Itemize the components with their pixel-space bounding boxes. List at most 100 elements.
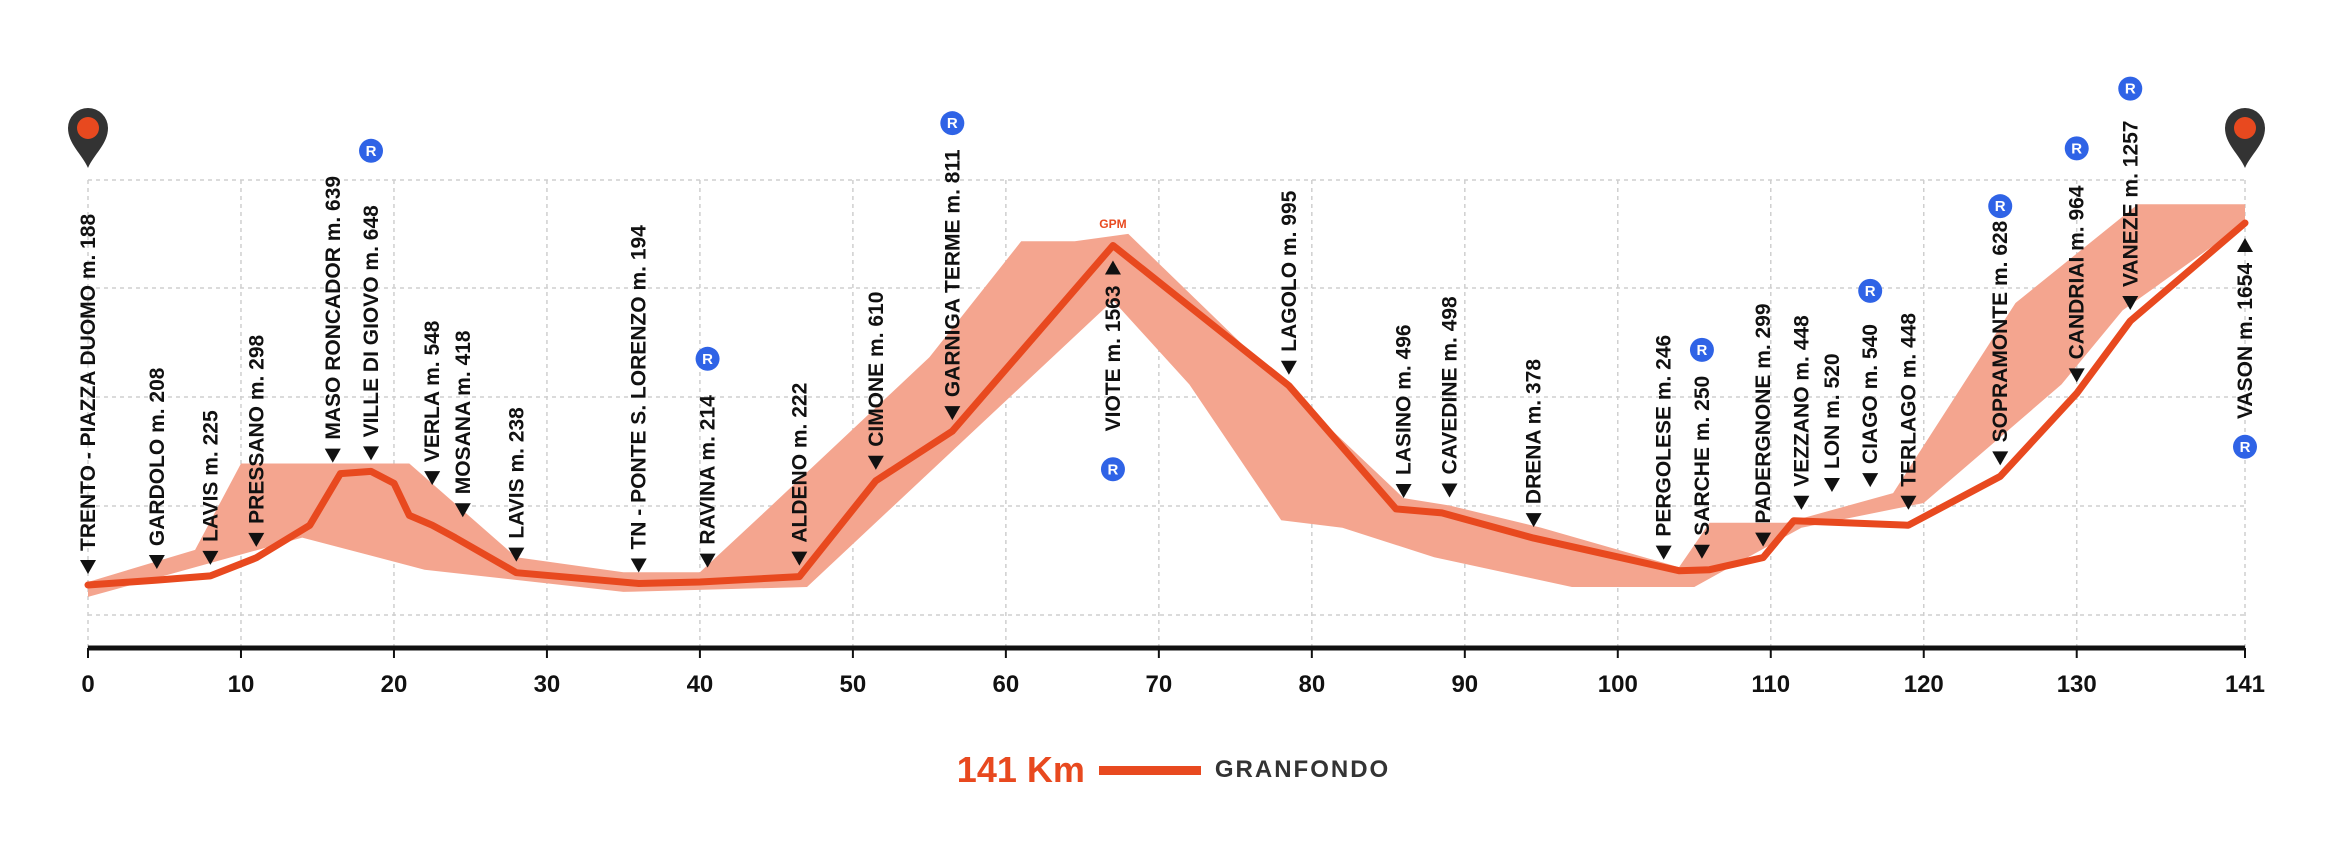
waypoint-marker-down bbox=[2122, 296, 2139, 311]
refreshment-badge: R bbox=[1689, 337, 1714, 362]
waypoint: PADERGNONE m. 299 bbox=[1752, 303, 1775, 547]
waypoint-marker-down bbox=[2068, 368, 2085, 383]
waypoint: CAVEDINE m. 498 bbox=[1439, 296, 1462, 498]
waypoint-label: LON m. 520 bbox=[1821, 353, 1844, 469]
band-layer bbox=[88, 204, 2245, 597]
start-pin-icon bbox=[68, 108, 108, 168]
svg-text:R: R bbox=[1108, 461, 1119, 478]
legend: 141 Km GRANFONDO bbox=[0, 740, 2347, 800]
waypoint-label: CAVEDINE m. 498 bbox=[1439, 296, 1462, 474]
refreshment-badge: R bbox=[1858, 278, 1883, 303]
x-tick-label: 20 bbox=[381, 671, 408, 698]
finish-pin-icon bbox=[2225, 108, 2265, 168]
x-tick-label: 30 bbox=[534, 671, 561, 698]
waypoint: VIOTE m. 1563 R bbox=[1100, 260, 1125, 482]
waypoint: VILLE DI GIOVO m. 648 R bbox=[359, 138, 384, 461]
waypoint-marker-down bbox=[1525, 513, 1542, 528]
svg-text:R: R bbox=[947, 115, 958, 132]
waypoint: TRENTO - PIAZZA DUOMO m. 188 bbox=[77, 213, 100, 574]
legend-distance: 141 Km bbox=[956, 749, 1085, 790]
refreshment-badge: R bbox=[2064, 136, 2089, 161]
waypoint-marker-down bbox=[1693, 544, 1710, 559]
waypoint: MOSANA m. 418 bbox=[452, 330, 475, 518]
waypoint-marker-down bbox=[1280, 360, 1297, 375]
waypoint-label: PADERGNONE m. 299 bbox=[1752, 303, 1775, 523]
waypoint: PRESSANO m. 298 bbox=[245, 334, 268, 547]
series-line-granfondo bbox=[84, 219, 2249, 589]
x-tick-label: 90 bbox=[1451, 671, 1478, 698]
waypoint-label: VERLA m. 548 bbox=[421, 320, 444, 462]
waypoint-label: TRENTO - PIAZZA DUOMO m. 188 bbox=[77, 213, 100, 551]
refreshment-badge: R bbox=[695, 346, 720, 371]
waypoint: MASO RONCADOR m. 639 bbox=[322, 176, 345, 463]
waypoint-marker-down bbox=[699, 553, 716, 568]
waypoint-label: LAGOLO m. 995 bbox=[1278, 190, 1301, 351]
waypoint: VEZZANO m. 448 bbox=[1790, 315, 1813, 510]
waypoint-marker-down bbox=[508, 547, 525, 562]
waypoint-marker-down bbox=[791, 551, 808, 566]
svg-text:R: R bbox=[702, 351, 713, 368]
waypoint: VASON m. 1654 R bbox=[2233, 238, 2257, 459]
waypoint: PERGOLESE m. 246 bbox=[1653, 335, 1676, 560]
x-tick-label: 60 bbox=[993, 671, 1020, 698]
waypoint-label: CIAGO m. 540 bbox=[1859, 324, 1882, 464]
waypoints-layer: TRENTO - PIAZZA DUOMO m. 188 GARDOLO m. 2… bbox=[77, 76, 2257, 574]
waypoint-marker-down bbox=[202, 550, 219, 565]
waypoint-label: GARDOLO m. 208 bbox=[146, 367, 169, 546]
waypoint: LAGOLO m. 995 bbox=[1278, 190, 1301, 375]
waypoint-marker-down bbox=[1655, 545, 1672, 560]
legend-series-name: GRANFONDO bbox=[1214, 756, 1391, 783]
waypoint-label: ALDENO m. 222 bbox=[788, 383, 811, 543]
waypoint-marker-down bbox=[1793, 495, 1810, 510]
waypoint: LASINO m. 496 bbox=[1393, 324, 1416, 498]
waypoint-label: VEZZANO m. 448 bbox=[1790, 315, 1813, 487]
waypoint-label: SARCHE m. 250 bbox=[1691, 376, 1714, 536]
waypoint-label: GARNIGA TERME m. 811 bbox=[941, 149, 964, 397]
x-tick-label: 40 bbox=[687, 671, 714, 698]
waypoint-label: LAVIS m. 238 bbox=[505, 407, 528, 539]
x-tick-label: 100 bbox=[1598, 671, 1638, 698]
elevation-profile-chart: GPM 0 10 20 30 40 50 60 70 80 90 100 110 120 130 141 T… bbox=[68, 76, 2265, 698]
elevation-band bbox=[88, 204, 2245, 597]
x-tick-label: 10 bbox=[228, 671, 255, 698]
x-tick-label: 0 bbox=[81, 671, 94, 698]
refreshment-badge: R bbox=[359, 138, 384, 163]
waypoint: LON m. 520 bbox=[1821, 353, 1844, 493]
x-tick-label: 80 bbox=[1298, 671, 1325, 698]
waypoint-label: CIMONE m. 610 bbox=[865, 292, 888, 447]
waypoint: GARDOLO m. 208 bbox=[146, 367, 169, 570]
svg-text:R: R bbox=[366, 143, 377, 160]
waypoint-label: VILLE DI GIOVO m. 648 bbox=[360, 205, 383, 438]
waypoint-label: LAVIS m. 225 bbox=[199, 410, 222, 542]
waypoint-marker-down bbox=[630, 558, 647, 573]
waypoint-marker-down bbox=[363, 446, 380, 461]
waypoint-marker-down bbox=[424, 471, 441, 486]
x-tick-label: 141 bbox=[2225, 671, 2265, 698]
waypoint-label: PRESSANO m. 298 bbox=[245, 334, 268, 523]
waypoint-label: SOPRAMONTE m. 628 bbox=[1989, 220, 2012, 442]
x-tick-label: 120 bbox=[1904, 671, 1944, 698]
waypoint-label: DRENA m. 378 bbox=[1523, 359, 1546, 504]
waypoint-marker-down bbox=[1823, 478, 1840, 493]
waypoint-label: MASO RONCADOR m. 639 bbox=[322, 176, 345, 440]
waypoint-marker-down bbox=[1992, 451, 2009, 466]
waypoint-marker-down bbox=[148, 555, 165, 570]
waypoint-marker-down bbox=[1395, 483, 1412, 498]
svg-text:R: R bbox=[1865, 283, 1876, 300]
waypoint-marker-down bbox=[454, 503, 471, 518]
waypoint-marker-down bbox=[867, 455, 884, 470]
refreshment-badge: R bbox=[1100, 457, 1125, 482]
grid-layer bbox=[87, 179, 2246, 648]
waypoint-label: TN - PONTE S. LORENZO m. 194 bbox=[628, 225, 651, 550]
waypoint-label: RAVINA m. 214 bbox=[697, 395, 720, 545]
waypoint-label: LASINO m. 496 bbox=[1393, 324, 1416, 475]
legend-line-swatch bbox=[1098, 765, 1201, 775]
refreshment-badge: R bbox=[2233, 434, 2257, 459]
waypoint-marker-down bbox=[1900, 495, 1917, 510]
waypoint-label: VIOTE m. 1563 bbox=[1102, 285, 1125, 431]
waypoint: SOPRAMONTE m. 628 R bbox=[1988, 194, 2013, 466]
waypoint: VERLA m. 548 bbox=[421, 320, 444, 486]
waypoint: SARCHE m. 250 R bbox=[1689, 337, 1714, 559]
waypoint: VANEZE m. 1257 R bbox=[2118, 76, 2143, 311]
waypoint: CIMONE m. 610 bbox=[865, 292, 888, 470]
